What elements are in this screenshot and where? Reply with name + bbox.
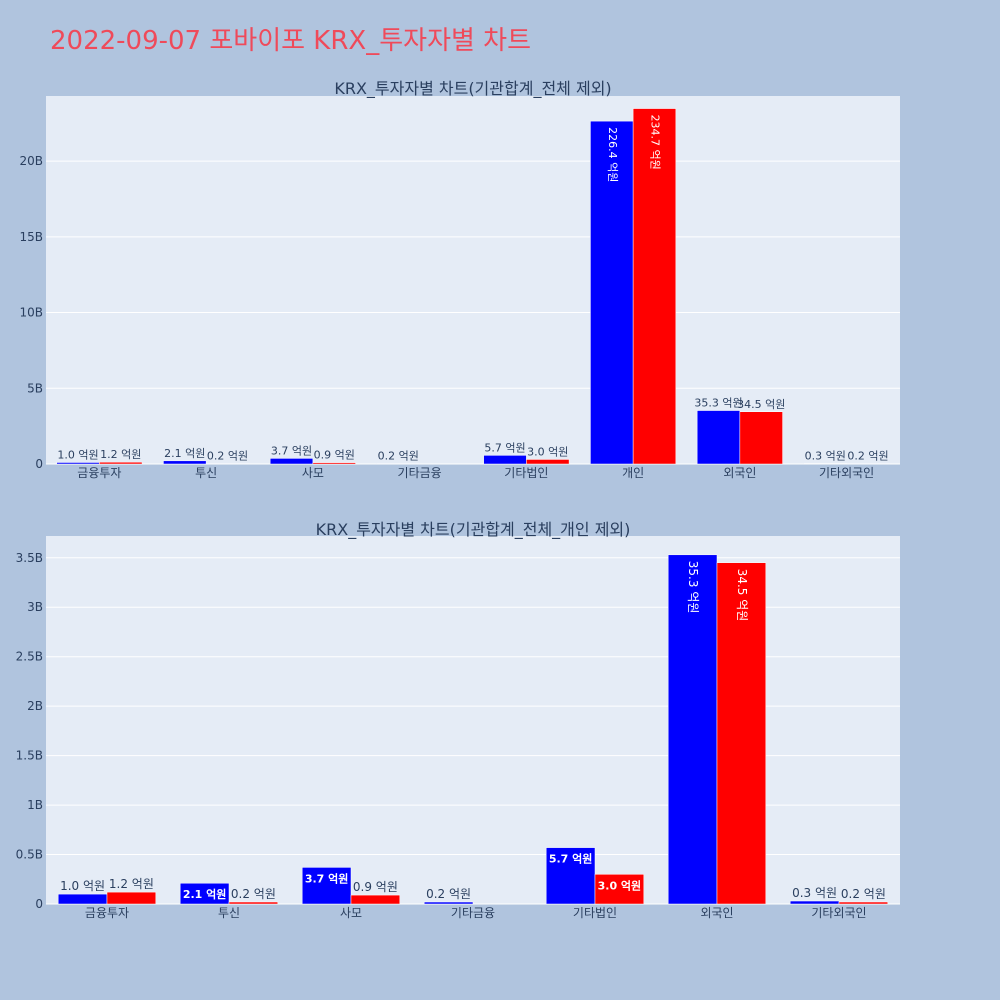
bar xyxy=(228,901,279,905)
data-label: 0.2 억원 xyxy=(841,887,886,901)
data-label: 3.0 억원 xyxy=(527,445,568,458)
data-label: 2.1 억원 xyxy=(164,447,205,460)
data-label: 0.2 억원 xyxy=(378,450,419,463)
data-label: 0.3 억원 xyxy=(805,450,846,463)
x-tick-label: 금융투자 xyxy=(85,906,129,920)
x-tick-label: 사모 xyxy=(340,906,362,920)
x-tick-label: 기타금융 xyxy=(451,906,495,920)
data-label: 5.7 억원 xyxy=(484,441,525,454)
data-label: 5.7 억원 xyxy=(549,852,593,866)
data-label: 0.9 억원 xyxy=(314,449,355,462)
x-tick-label: 개인 xyxy=(622,466,644,480)
data-label: 0.9 억원 xyxy=(353,880,398,894)
chart-title: KRX_투자자별 차트(기관합계_전체 제외) xyxy=(334,79,611,99)
bar xyxy=(545,847,596,905)
data-label: 34.5 억원 xyxy=(735,569,749,622)
y-tick-label: 0 xyxy=(35,457,43,471)
x-tick-label: 외국인 xyxy=(700,906,733,920)
data-label: 0.2 억원 xyxy=(207,450,248,463)
bar xyxy=(57,893,108,905)
data-label: 34.5 억원 xyxy=(737,398,785,411)
bar xyxy=(789,900,840,905)
plot-area xyxy=(46,536,900,904)
bar xyxy=(716,562,767,905)
bar xyxy=(667,554,718,905)
data-label: 2.1 억원 xyxy=(183,887,227,901)
data-label: 3.0 억원 xyxy=(598,878,642,892)
x-tick-label: 기타외국인 xyxy=(811,906,866,920)
bar xyxy=(838,901,889,905)
data-label: 1.0 억원 xyxy=(60,879,105,893)
y-tick-label: 3B xyxy=(27,600,43,614)
data-label: 35.3 억원 xyxy=(686,561,700,614)
y-tick-label: 15B xyxy=(19,230,43,244)
data-label: 1.2 억원 xyxy=(100,448,141,461)
x-tick-label: 외국인 xyxy=(723,466,756,480)
y-tick-label: 1B xyxy=(27,798,43,812)
bar xyxy=(312,462,356,465)
data-label: 226.4 억원 xyxy=(606,127,619,182)
bar xyxy=(106,891,157,905)
x-tick-label: 기타법인 xyxy=(573,906,617,920)
x-tick-label: 투신 xyxy=(195,466,217,480)
data-label: 35.3 억원 xyxy=(694,397,742,410)
data-label: 0.3 억원 xyxy=(792,886,837,900)
bar xyxy=(99,461,143,465)
y-tick-label: 20B xyxy=(19,154,43,168)
x-tick-label: 사모 xyxy=(302,466,324,480)
bar xyxy=(590,120,634,465)
data-label: 0.2 억원 xyxy=(231,887,276,901)
bar xyxy=(696,410,741,465)
page-title: 2022-09-07 포바이포 KRX_투자자별 차트 xyxy=(50,26,532,56)
bar xyxy=(269,458,314,465)
chart-bottom: 0 0.5B 1B 1.5B 2B 2.5B 3B 3.5B KRX_투자자별 차트(기관합계_… xyxy=(16,520,900,920)
bar xyxy=(423,901,474,905)
data-label: 0.2 억원 xyxy=(426,887,471,901)
chart-top: 0 5B 10B 15B 20B KRX_투자자별 차트(기관합계_전체 제외) 금융투자 1… xyxy=(19,79,900,480)
x-tick-label: 기타법인 xyxy=(504,466,548,480)
bar xyxy=(301,867,352,905)
data-label: 3.7 억원 xyxy=(271,444,312,457)
y-tick-label: 1.5B xyxy=(16,749,43,763)
y-tick-label: 3.5B xyxy=(16,551,43,565)
x-tick-label: 기타외국인 xyxy=(819,466,874,480)
bar xyxy=(163,460,207,465)
data-label: 0.2 억원 xyxy=(847,450,888,463)
data-label: 1.0 억원 xyxy=(57,448,98,461)
data-label: 234.7 억원 xyxy=(648,115,661,170)
bar xyxy=(179,882,230,905)
bar xyxy=(739,411,783,465)
x-tick-label: 투신 xyxy=(218,906,240,920)
y-tick-label: 2B xyxy=(27,699,43,713)
plot-area xyxy=(46,96,900,464)
bar xyxy=(594,874,645,905)
y-tick-label: 10B xyxy=(19,306,43,320)
y-tick-label: 0.5B xyxy=(16,848,43,862)
data-label: 3.7 억원 xyxy=(305,871,349,885)
y-tick-label: 5B xyxy=(27,381,43,395)
x-tick-label: 금융투자 xyxy=(77,466,121,480)
bar xyxy=(526,459,570,465)
y-tick-label: 0 xyxy=(35,897,43,911)
y-tick-label: 2.5B xyxy=(16,650,43,664)
bar xyxy=(350,894,401,905)
chart-title: KRX_투자자별 차트(기관합계_전체_개인 제외) xyxy=(316,520,631,540)
bar xyxy=(632,108,677,465)
x-tick-label: 기타금융 xyxy=(398,466,442,480)
data-label: 1.2 억원 xyxy=(109,877,154,891)
